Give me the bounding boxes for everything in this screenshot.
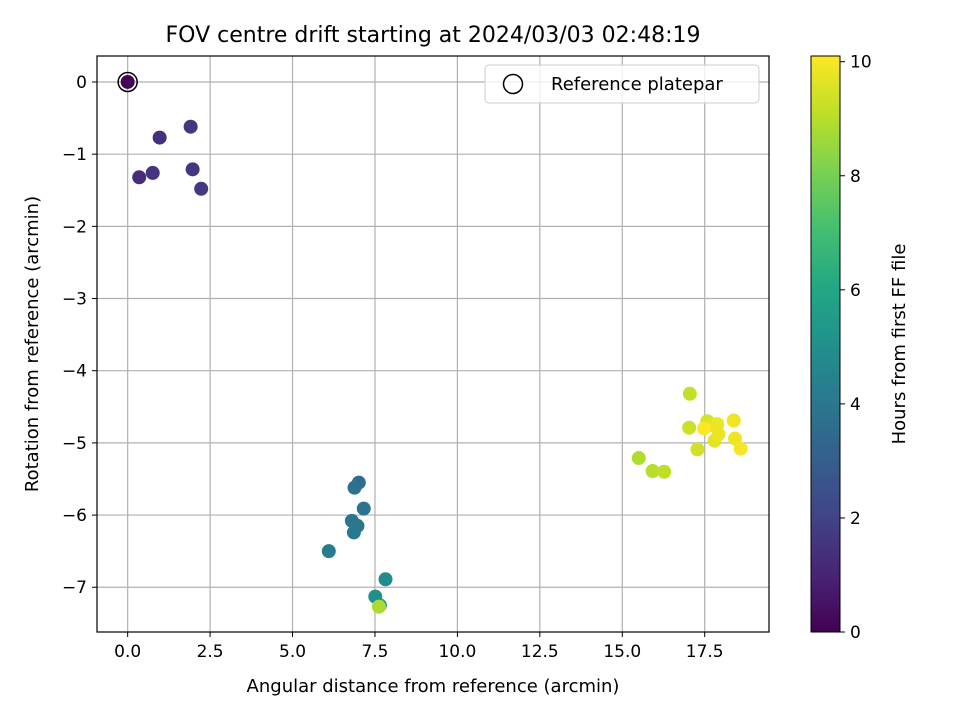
data-point (356, 501, 371, 516)
data-point (371, 599, 386, 614)
data-point (682, 386, 697, 401)
data-point (185, 162, 200, 177)
data-point (631, 451, 646, 466)
colorbar-tick-label: 0 (850, 623, 861, 643)
data-point (645, 464, 660, 479)
x-tick-label: 15.0 (603, 642, 641, 662)
data-point (733, 441, 748, 456)
data-points (120, 74, 748, 614)
colorbar-label: Hours from first FF file (889, 244, 910, 445)
colorbar-ticks: 0 2 4 6 8 10 (840, 53, 872, 643)
x-tick-label: 10.0 (438, 642, 476, 662)
chart-title: FOV centre drift starting at 2024/03/03 … (166, 23, 701, 48)
data-point (145, 165, 160, 180)
x-tick-label: 0.0 (114, 642, 141, 662)
data-point (726, 413, 741, 428)
legend-marker-reference (502, 73, 524, 95)
y-tick-label: −5 (62, 434, 87, 454)
x-tick-label: 5.0 (279, 642, 306, 662)
x-tick-label: 7.5 (361, 642, 388, 662)
colorbar-tick-label: 4 (850, 395, 861, 415)
data-point (120, 74, 135, 89)
plot-frame (96, 55, 770, 633)
data-point (152, 130, 167, 145)
x-tick-label: 2.5 (197, 642, 224, 662)
legend-box (484, 64, 760, 104)
y-axis-label: Rotation from reference (arcmin) (22, 196, 43, 492)
data-point (657, 464, 672, 479)
y-tick-label: −6 (62, 506, 87, 526)
y-tick-label: −4 (62, 362, 87, 382)
data-point (710, 417, 725, 432)
colorbar-tick-label: 8 (850, 167, 861, 187)
reference-platepar-marker (117, 71, 138, 93)
y-tick-label: −3 (62, 290, 87, 310)
x-tick-label: 12.5 (521, 642, 559, 662)
x-ticks: 0.0 2.5 5.0 7.5 10.0 12.5 15.0 17.5 (114, 632, 724, 662)
colorbar-tick-label: 10 (850, 53, 872, 73)
colorbar-tick-label: 2 (850, 509, 861, 529)
data-point (690, 442, 705, 457)
y-tick-label: −2 (62, 217, 87, 237)
data-point (132, 170, 147, 185)
x-tick-label: 17.5 (686, 642, 724, 662)
y-tick-label: 0 (76, 73, 87, 93)
x-axis-label: Angular distance from reference (arcmin) (247, 676, 620, 697)
data-point (346, 525, 361, 540)
data-point (183, 119, 198, 134)
data-point (194, 181, 209, 196)
y-tick-label: −7 (62, 578, 87, 598)
legend: Reference platepar (484, 64, 760, 104)
colorbar: 0 2 4 6 8 10 Hours from first FF file (810, 53, 910, 643)
data-point (321, 544, 336, 559)
reference-marker-layer (117, 71, 138, 93)
colorbar-tick-label: 6 (850, 281, 861, 301)
grid-lines (97, 56, 769, 632)
colorbar-gradient (810, 55, 841, 633)
data-point (697, 421, 712, 436)
data-point (682, 420, 697, 435)
y-ticks: 0 −1 −2 −3 −4 −5 −6 −7 (62, 73, 97, 598)
y-tick-label: −1 (62, 145, 87, 165)
legend-label-reference: Reference platepar (551, 74, 723, 95)
data-point (347, 480, 362, 495)
data-point (378, 572, 393, 587)
